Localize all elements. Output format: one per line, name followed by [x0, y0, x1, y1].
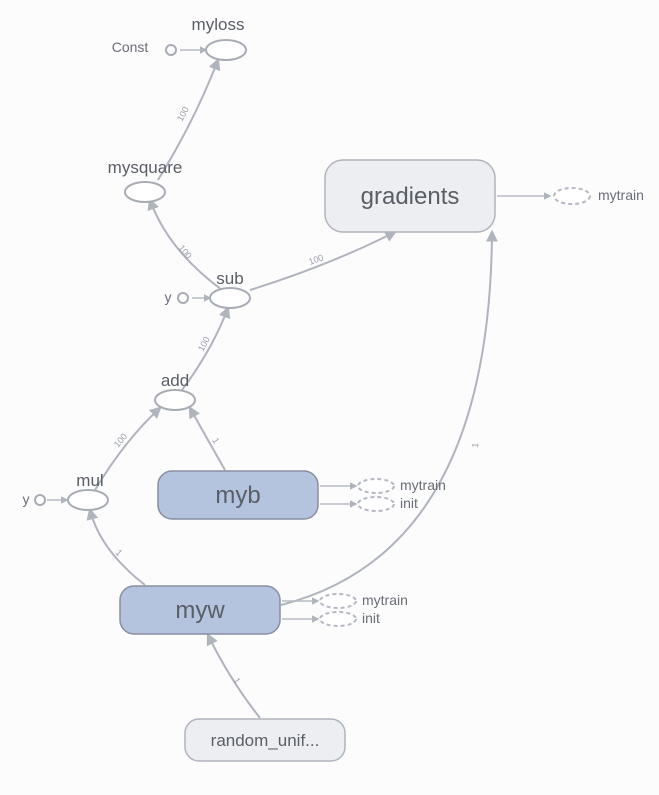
edge-label: 100 [112, 431, 129, 449]
svg-text:mytrain: mytrain [400, 477, 446, 493]
svg-text:mul: mul [76, 471, 103, 490]
node-gradients[interactable]: gradients [325, 160, 495, 232]
svg-text:init: init [400, 495, 418, 511]
edge-label: 1 [210, 436, 221, 445]
svg-text:sub: sub [216, 269, 243, 288]
svg-text:mytrain: mytrain [362, 592, 408, 608]
svg-text:mysquare: mysquare [108, 158, 183, 177]
edge-random-myw [208, 635, 260, 718]
node-y-mul[interactable]: y [23, 491, 46, 507]
svg-text:myloss: myloss [192, 15, 245, 34]
svg-text:random_unif...: random_unif... [211, 731, 320, 750]
svg-text:myb: myb [215, 482, 260, 509]
svg-text:Const: Const [112, 39, 149, 55]
svg-text:add: add [161, 371, 189, 390]
nodes: myloss Const mysquare gradients mytrain … [23, 15, 644, 761]
tensorboard-graph: 100 100 100 100 100 1 1 1 1 [0, 0, 659, 795]
node-myloss[interactable]: myloss [192, 15, 246, 60]
node-myw[interactable]: myw [120, 586, 280, 634]
node-y-sub[interactable]: y [165, 289, 189, 305]
svg-text:init: init [362, 610, 380, 626]
node-sub[interactable]: sub [210, 269, 250, 308]
edge-myw-mul [90, 510, 145, 585]
edge-label: 100 [196, 335, 212, 353]
node-myb[interactable]: myb [158, 471, 318, 519]
edge-myw-gradients [281, 232, 492, 605]
node-mytrain-gradients[interactable]: mytrain [554, 187, 644, 204]
edge-label: 1 [470, 442, 480, 448]
svg-text:myw: myw [175, 597, 225, 624]
node-add[interactable]: add [155, 371, 195, 410]
node-myw-mytrain[interactable]: mytrain [320, 592, 408, 608]
edge-label: 1 [231, 676, 242, 686]
node-myb-mytrain[interactable]: mytrain [358, 477, 446, 493]
svg-text:y: y [23, 491, 30, 507]
node-mul[interactable]: mul [68, 471, 108, 510]
edge-label: 100 [175, 105, 191, 123]
edge-mul-add [95, 408, 160, 490]
node-mysquare[interactable]: mysquare [108, 158, 183, 202]
svg-text:mytrain: mytrain [598, 187, 644, 203]
edge-label: 100 [176, 243, 193, 261]
svg-text:gradients: gradients [361, 183, 460, 210]
node-myb-init[interactable]: init [358, 495, 418, 511]
node-random-unif[interactable]: random_unif... [185, 719, 345, 761]
node-myw-init[interactable]: init [320, 610, 380, 626]
node-const[interactable]: Const [112, 39, 176, 55]
svg-text:y: y [165, 289, 172, 305]
